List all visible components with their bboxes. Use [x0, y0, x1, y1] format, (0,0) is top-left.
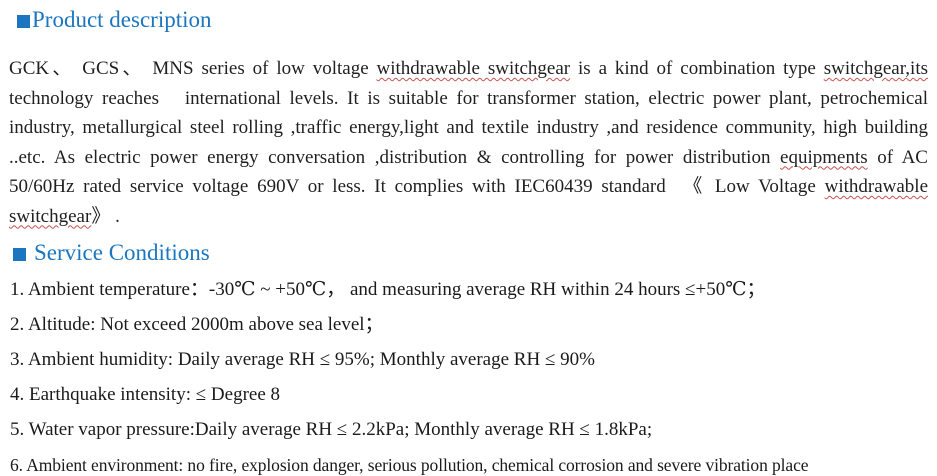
section-bullet-icon — [13, 248, 26, 261]
misspelled-text: switchgear,its — [823, 58, 928, 79]
paragraph-text: 》 . — [91, 205, 120, 227]
product-description-heading-label: Product description — [32, 7, 212, 32]
misspelled-text: withdrawable switchgear — [9, 176, 928, 227]
paragraph-text: is a kind of combination type — [570, 58, 824, 79]
service-conditions-heading-label: Service Conditions — [34, 240, 210, 265]
condition-list-item: 5. Water vapor pressure:Daily average RH… — [10, 419, 653, 440]
condition-list-item: 6. Ambient environment: no fire, explosi… — [10, 455, 809, 475]
paragraph-text: of AC 50/60Hz rated service voltage 690V… — [9, 146, 928, 198]
misspelled-text: equipments — [780, 146, 868, 168]
misspelled-text: withdrawable switchgear — [376, 58, 571, 79]
section-bullet-icon — [17, 15, 30, 28]
condition-list-item: 2. Altitude: Not exceed 2000m above sea … — [10, 314, 384, 335]
condition-list-item: 1. Ambient temperature：-30℃ ~ +50℃， and … — [10, 279, 766, 300]
condition-list-item: 4. Earthquake intensity: ≤ Degree 8 — [10, 384, 281, 405]
paragraph-text: technology reaches international levels.… — [9, 87, 928, 168]
product-description-paragraph: GCK、 GCS、 MNS series of low voltage with… — [9, 54, 928, 231]
condition-list-item: 3. Ambient humidity: Daily average RH ≤ … — [10, 349, 595, 370]
service-conditions-heading: Service Conditions — [13, 239, 928, 266]
service-conditions-list: 1. Ambient temperature：-30℃ ~ +50℃， and … — [9, 279, 928, 476]
product-description-heading: Product description — [17, 6, 928, 33]
paragraph-text: GCK、 GCS、 MNS series of low voltage — [9, 58, 377, 79]
